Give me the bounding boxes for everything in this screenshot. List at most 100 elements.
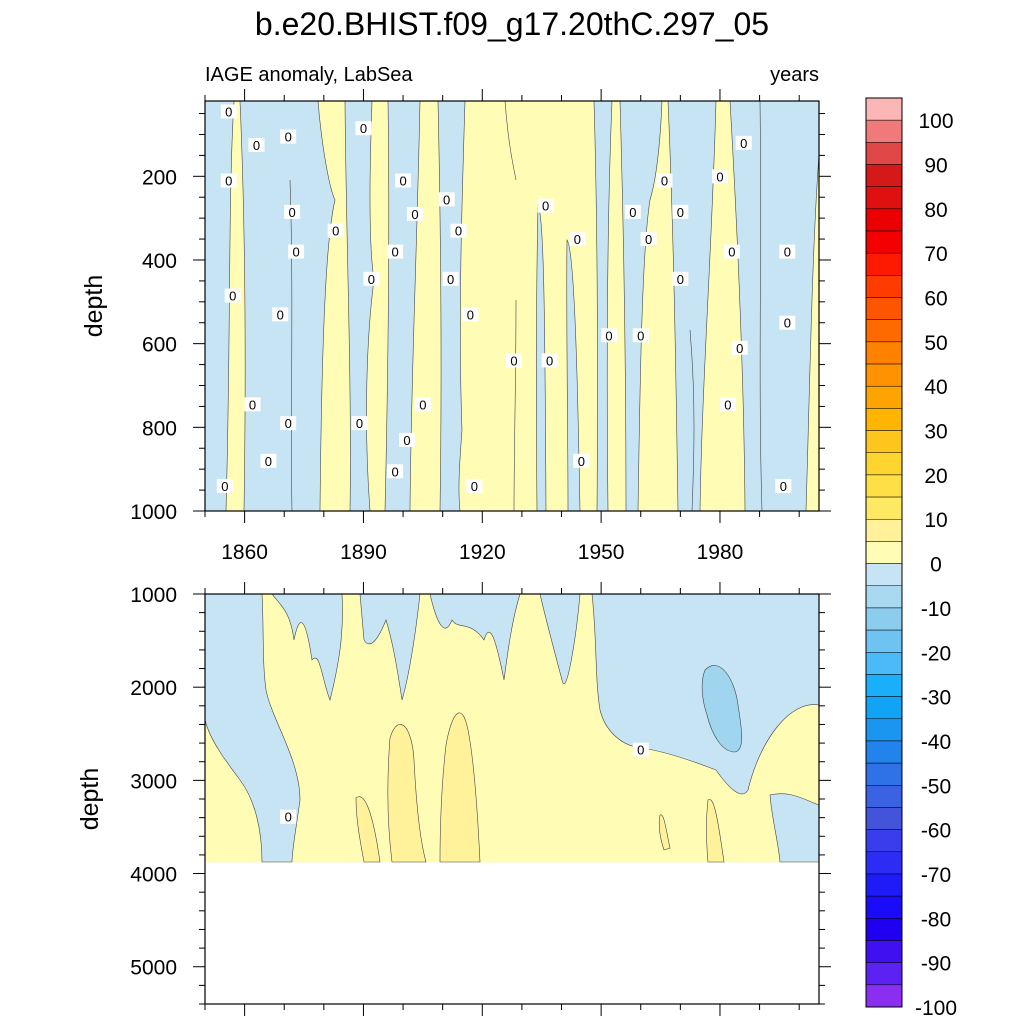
x-tick-label: 1950 bbox=[578, 541, 625, 564]
contour-label-text: 0 bbox=[332, 224, 339, 239]
colorbar-swatch bbox=[865, 164, 903, 187]
upper-plot-frame bbox=[204, 100, 820, 512]
contour-label: 0 bbox=[537, 198, 554, 214]
band-positive-stronger bbox=[658, 814, 671, 851]
contour-label: 0 bbox=[260, 453, 277, 469]
colorbar-label: 10 bbox=[924, 509, 947, 532]
contour-label-box bbox=[216, 478, 233, 493]
y-tick-label: 5000 bbox=[130, 957, 177, 980]
colorbar-swatch bbox=[865, 895, 903, 919]
contour-label-box bbox=[779, 244, 796, 259]
x-tick-label: 1920 bbox=[459, 541, 506, 564]
contour-label: 0 bbox=[216, 478, 233, 494]
contour-label-text: 0 bbox=[677, 205, 684, 220]
contour-label-text: 0 bbox=[542, 199, 549, 214]
colorbar-swatch bbox=[865, 430, 903, 453]
contour-label: 0 bbox=[541, 353, 558, 368]
contour-label-text: 0 bbox=[637, 743, 644, 758]
colorbar-label: 40 bbox=[924, 376, 947, 399]
contour-label-box bbox=[601, 328, 618, 343]
contour-label: 0 bbox=[779, 315, 796, 331]
colorbar-label: 60 bbox=[924, 288, 947, 311]
contour-label-box bbox=[573, 453, 590, 468]
contour-label: 0 bbox=[735, 135, 752, 151]
colorbar-swatch bbox=[865, 496, 903, 520]
contour-label-text: 0 bbox=[637, 328, 644, 343]
lower-y-axis: 1000 2000 3000 4000 5000 bbox=[130, 584, 831, 1005]
contour-label: 0 bbox=[462, 307, 479, 322]
colorbar-swatch bbox=[865, 297, 903, 320]
colorbar-swatch bbox=[865, 563, 903, 587]
contour-label-text: 0 bbox=[399, 173, 406, 188]
contour-label-text: 0 bbox=[253, 138, 260, 153]
band-negative bbox=[239, 101, 336, 511]
contour-label-box bbox=[541, 353, 558, 368]
x-tick-label: 1980 bbox=[697, 541, 744, 564]
contour-label: 0 bbox=[355, 121, 372, 136]
contour-label: 0 bbox=[248, 137, 265, 153]
contour-label-box bbox=[272, 307, 289, 322]
contour-label-box bbox=[537, 198, 554, 213]
contour-label: 0 bbox=[632, 742, 649, 758]
band-positive-stronger bbox=[706, 799, 725, 863]
colorbar-swatch bbox=[865, 652, 903, 675]
contour-label-text: 0 bbox=[221, 479, 228, 494]
contour-label: 0 bbox=[723, 244, 740, 260]
contour-label: 0 bbox=[450, 223, 467, 239]
contour-label-box bbox=[462, 307, 479, 322]
contour-label-text: 0 bbox=[411, 207, 418, 222]
figure-title: b.e20.BHIST.f09_g17.20thC.297_05 bbox=[255, 6, 769, 42]
variable-label: IAGE anomaly, LabSea bbox=[205, 64, 413, 86]
contour-label-box bbox=[260, 453, 277, 468]
band-positive-stronger bbox=[355, 796, 381, 863]
contour-label-box bbox=[248, 137, 265, 152]
contour-label-box bbox=[280, 129, 297, 144]
contour-label: 0 bbox=[438, 192, 455, 207]
contour-label-text: 0 bbox=[629, 205, 636, 220]
lower-y-axis-title: depth bbox=[76, 768, 104, 831]
contour-label-box bbox=[731, 340, 748, 355]
x-tick-label: 1860 bbox=[221, 541, 268, 564]
contour-label: 0 bbox=[280, 129, 297, 145]
band-negative bbox=[271, 594, 343, 701]
contour-label-box bbox=[438, 192, 455, 207]
contour-label-text: 0 bbox=[368, 272, 375, 287]
colorbar-frame bbox=[865, 97, 903, 1008]
colorbar-swatch bbox=[865, 607, 903, 631]
colorbar-swatch bbox=[865, 918, 903, 941]
contour-label-text: 0 bbox=[784, 316, 791, 331]
colorbar-swatch bbox=[865, 97, 903, 121]
contour-label: 0 bbox=[505, 353, 522, 368]
band-negative bbox=[536, 203, 547, 511]
colorbar-swatch bbox=[865, 385, 903, 409]
contour-label-box bbox=[719, 397, 736, 412]
contour-label-text: 0 bbox=[292, 245, 299, 260]
colorbar-swatch bbox=[865, 452, 903, 476]
contour-label-box bbox=[723, 244, 740, 259]
contour-label: 0 bbox=[220, 104, 237, 119]
contour-label-text: 0 bbox=[229, 289, 236, 304]
contour-label-text: 0 bbox=[471, 479, 478, 494]
y-tick-label: 200 bbox=[142, 166, 177, 189]
contour-label: 0 bbox=[672, 204, 689, 220]
contour-label-box bbox=[244, 397, 261, 412]
contour-label-box bbox=[775, 478, 792, 493]
contour-label-box bbox=[640, 232, 657, 247]
colorbar-swatch bbox=[865, 275, 903, 298]
band-negative bbox=[344, 101, 375, 511]
colorbar-swatch bbox=[865, 474, 903, 498]
y-tick-label: 800 bbox=[142, 417, 177, 440]
contour-label: 0 bbox=[280, 416, 297, 431]
colorbar-swatch bbox=[865, 851, 903, 875]
contour-label-box bbox=[711, 169, 728, 184]
colorbar-swatch bbox=[865, 319, 903, 343]
contour-label: 0 bbox=[656, 173, 673, 188]
contour-label-text: 0 bbox=[605, 328, 612, 343]
contour-label-text: 0 bbox=[277, 307, 284, 322]
upper-y-axis: 200 400 600 800 1000 bbox=[130, 113, 831, 524]
contour-label: 0 bbox=[719, 397, 736, 412]
contour-label-box bbox=[624, 204, 641, 219]
contour-label-box bbox=[280, 809, 297, 824]
